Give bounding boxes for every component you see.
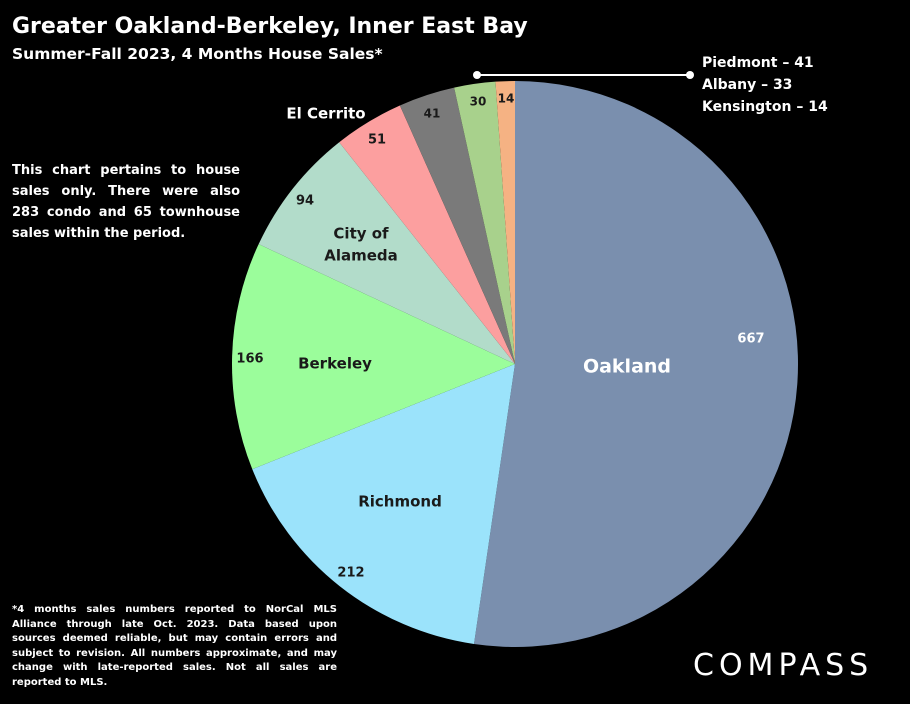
chart-subtitle: Summer-Fall 2023, 4 Months House Sales* [12, 45, 383, 63]
pie-slice [495, 81, 515, 364]
slice-value-label: 667 [737, 332, 764, 347]
slice-name-label: Alameda [324, 247, 398, 265]
callout-endpoint [473, 71, 481, 79]
footnote: *4 months sales numbers reported to NorC… [12, 604, 337, 688]
slice-name-label: Oakland [583, 356, 671, 378]
compass-logo: COMPASS [693, 648, 874, 683]
slice-value-label: 166 [236, 352, 263, 367]
small-cities-callout: Piedmont – 41 Albany – 33 Kensington – 1… [702, 52, 828, 118]
callout-line-kensington: Kensington – 14 [702, 99, 828, 115]
slice-value-label: 41 [424, 107, 441, 121]
pie-slice [232, 244, 515, 470]
slice-value-label: 212 [337, 566, 364, 581]
callout-line-piedmont: Piedmont – 41 [702, 55, 814, 71]
slice-name-label: Richmond [358, 493, 442, 511]
slice-name-label: Berkeley [298, 355, 372, 373]
callout-line-albany: Albany – 33 [702, 77, 793, 93]
slice-value-label: 30 [470, 95, 487, 109]
slice-name-label: El Cerrito [286, 105, 365, 123]
side-note: This chart pertains to house sales only.… [12, 163, 240, 241]
slice-value-label: 51 [368, 133, 386, 148]
pie-slice [258, 142, 515, 364]
chart-title: Greater Oakland-Berkeley, Inner East Bay [12, 14, 528, 39]
callout-endpoint [686, 71, 694, 79]
slice-value-label: 94 [296, 194, 314, 209]
slice-value-label: 14 [498, 92, 515, 106]
pie-slice [399, 87, 515, 365]
pie-slice [474, 81, 799, 648]
slice-name-label: City of [333, 225, 389, 243]
pie-slice [454, 81, 515, 365]
pie-slice [339, 105, 515, 364]
pie-slice [252, 364, 515, 645]
